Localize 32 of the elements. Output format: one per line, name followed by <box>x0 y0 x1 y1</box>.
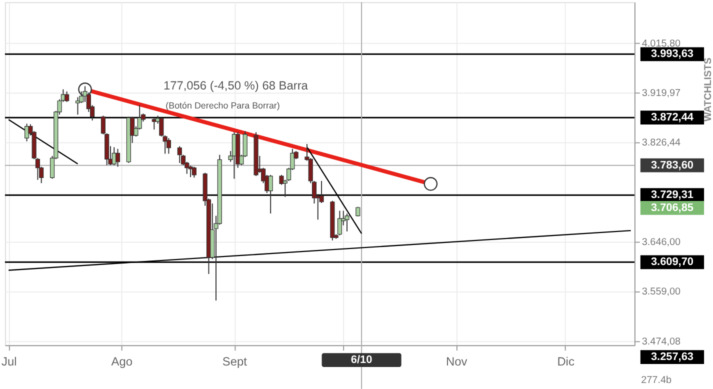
ref-line-label: 3.609,70 <box>650 256 694 268</box>
y-tick-label: 3.919,97 <box>642 88 682 99</box>
ref-line-label: 3.872,44 <box>650 112 694 124</box>
annotation: (Botón Derecho Para Borrar) <box>166 100 280 110</box>
text: WATCHLISTS <box>703 57 713 122</box>
candlestick <box>268 174 273 214</box>
candlestick <box>177 146 182 164</box>
annotation: 177,056 (-4,50 %) 68 Barra <box>163 78 308 93</box>
x-tick-label: Sept <box>222 354 248 369</box>
candlestick <box>166 138 171 154</box>
text: 3.706,85 <box>650 202 694 214</box>
x-tick-label: Nov <box>446 354 468 369</box>
candlestick <box>337 210 342 236</box>
y-tick-label: 4.015,80 <box>642 38 682 50</box>
x-tick-label: Ago <box>111 354 133 369</box>
candlestick <box>344 213 350 232</box>
ref-line-label: 6/10 <box>350 354 372 366</box>
ref-line-label: 3.783,60 <box>650 159 694 172</box>
candlestick <box>115 148 120 168</box>
text: 3.257,63 <box>650 351 694 364</box>
y-tick-label: 3.826,44 <box>642 138 682 149</box>
ref-line-label: 3.729,31 <box>650 189 694 202</box>
y-tick-label: 3.646,00 <box>642 237 682 248</box>
candlestick <box>192 166 196 178</box>
x-tick-label: Dic <box>557 354 574 369</box>
y-tick-label: 3.474,08 <box>642 336 682 348</box>
candlestick <box>188 165 193 178</box>
x-tick-label: Jul <box>1 354 17 369</box>
y-tick-label: 3.559,00 <box>642 286 682 298</box>
text: 277.4b <box>641 374 672 386</box>
ref-line-label: 3.993,63 <box>650 48 694 60</box>
candlestick <box>64 90 70 102</box>
